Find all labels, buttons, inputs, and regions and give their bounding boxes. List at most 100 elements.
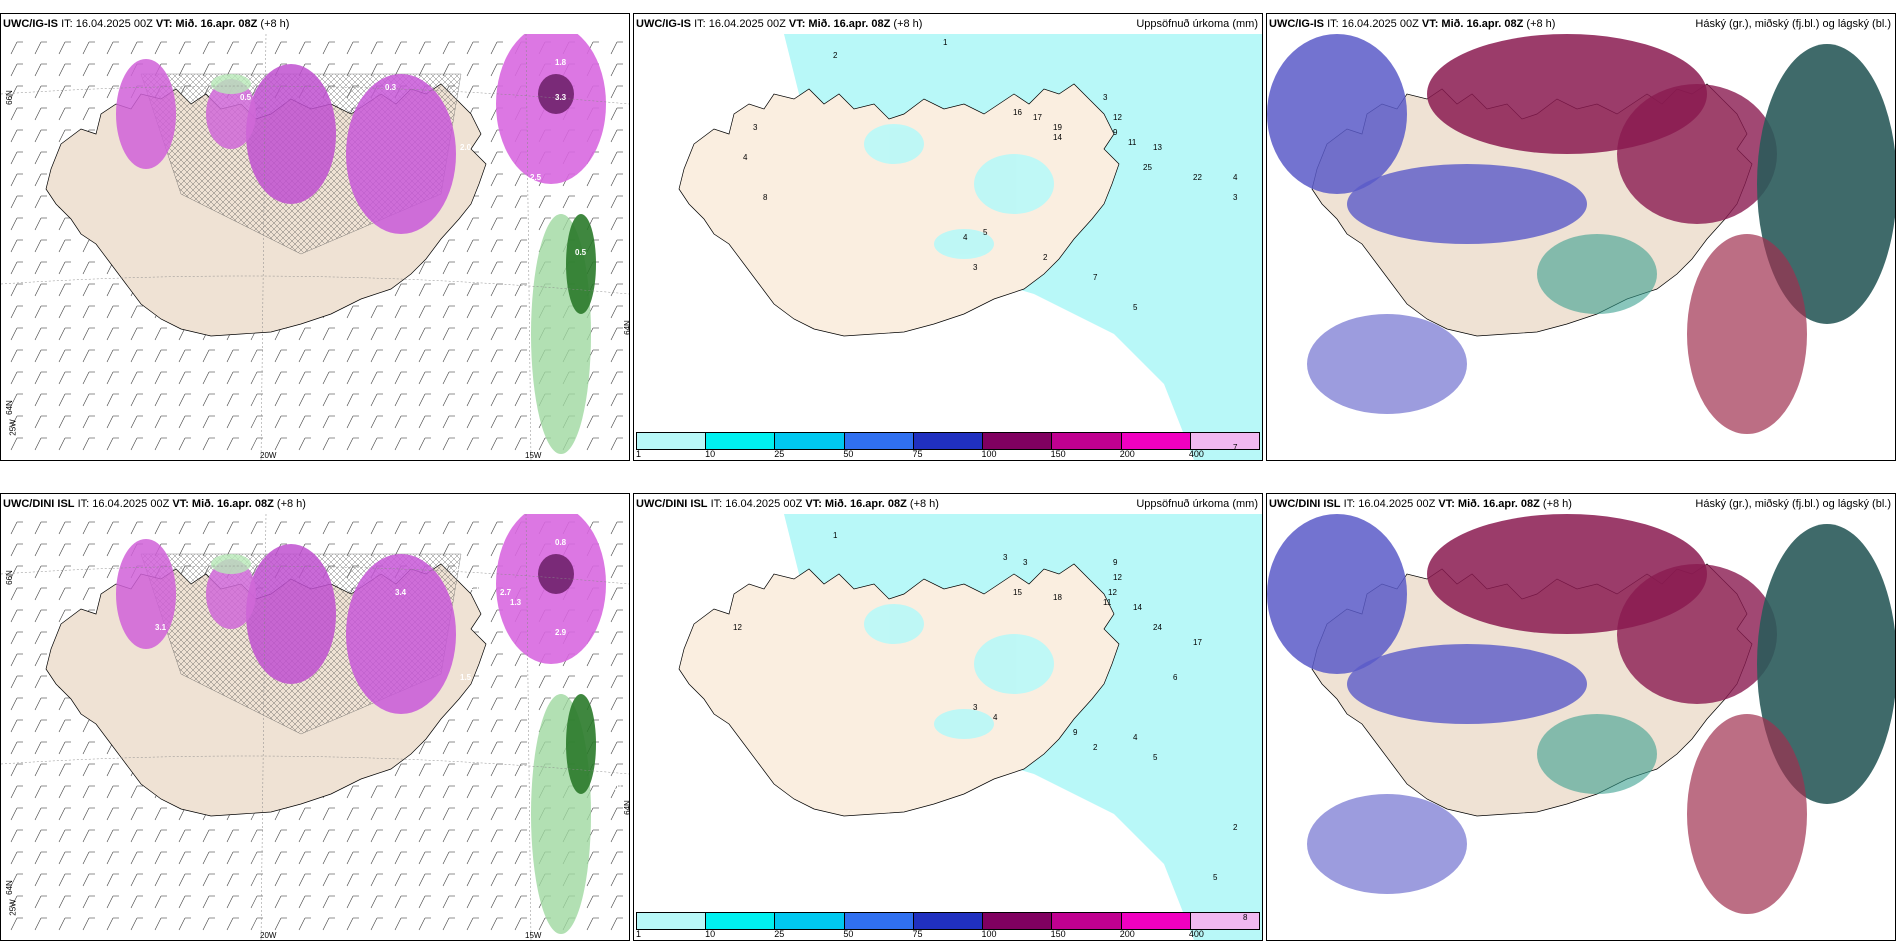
panel-field-title: Uppsöfnuð úrkoma (mm): [1136, 498, 1258, 510]
lon-label: 20W: [260, 931, 277, 940]
snow-depth-value: 1.3: [510, 598, 522, 607]
precip-value: 16: [1013, 108, 1022, 117]
precip-magenta: [116, 514, 606, 714]
grid-lines: [1, 34, 629, 460]
precip-value: 2: [1043, 253, 1048, 262]
precip-value: 2: [833, 51, 838, 60]
cloud-layers: [1267, 514, 1895, 914]
precip-value: 4: [743, 153, 748, 162]
map-precipitation: [634, 34, 1262, 460]
precip-value: 12: [1108, 588, 1117, 597]
snow-depth-value: 3.1: [155, 623, 167, 632]
precip-value: 5: [1153, 753, 1158, 762]
snow-depth-value: 2.0: [460, 143, 472, 152]
snow-depth-value: 0.3: [385, 83, 397, 92]
precip-value: 3: [1003, 553, 1008, 562]
lon-label: 25W: [8, 899, 18, 916]
panel-header: UWC/IG-IS IT: 16.04.2025 00Z VT: Mið. 16…: [1269, 16, 1893, 32]
precip-value: 8: [763, 193, 768, 202]
legend-tick: 400: [1188, 449, 1204, 459]
legend-tick: 200: [1119, 929, 1135, 939]
map-panel: UWC/IG-IS IT: 16.04.2025 00Z VT: Mið. 16…: [633, 13, 1263, 461]
precip-value: 7: [1233, 443, 1238, 452]
snow-depth-value: 2.3: [480, 143, 492, 152]
precip-value: 1: [943, 38, 948, 47]
precip-value: 3: [1103, 93, 1108, 102]
legend-tick: 10: [705, 449, 716, 459]
lat-label: 66N: [4, 90, 14, 105]
lat-label: 64N: [622, 320, 632, 335]
snow-depth-value: 2.9: [555, 628, 567, 637]
precip-value: 5: [1133, 303, 1138, 312]
lead-time: (+8 h): [893, 18, 923, 30]
lead-time: (+8 h): [276, 498, 306, 510]
precip-magenta: [116, 34, 606, 234]
precip-green: [211, 554, 596, 934]
valid-time: VT: Mið. 16.apr. 08Z: [155, 18, 258, 30]
land-precip-patches: [864, 124, 1054, 259]
lon-label: 25W: [8, 419, 18, 436]
precip-value: 13: [1153, 143, 1162, 152]
valid-time: VT: Mið. 16.apr. 08Z: [1438, 498, 1540, 510]
snow-depth-value: 1.8: [555, 58, 567, 67]
precip-legend: 1 10 25 50 75 100 150 200 400: [634, 910, 1262, 940]
valid-time: VT: Mið. 16.apr. 08Z: [805, 498, 907, 510]
precip-value: 3: [753, 123, 758, 132]
legend-tick: 10: [705, 929, 716, 939]
map-clouds: [1267, 514, 1895, 940]
legend-tick: 150: [1050, 449, 1066, 459]
snow-depth-value: 2.5: [530, 173, 542, 182]
panel-field-title: Háský (gr.), miðský (fj.bl.) og lágský (…: [1695, 18, 1891, 30]
precip-value: 9: [1113, 128, 1118, 137]
legend-tick: 150: [1050, 929, 1066, 939]
precip-legend: 1 10 25 50 75 100 150 200 400: [634, 430, 1262, 460]
snow-depth-value: 1.5: [460, 673, 472, 682]
precip-value: 11: [1103, 598, 1112, 607]
panel-header: UWC/DINI ISL IT: 16.04.2025 00Z VT: Mið.…: [3, 496, 627, 512]
lon-label: 15W: [525, 451, 542, 460]
model-name: UWC/DINI ISL: [3, 498, 75, 510]
precip-value: 6: [1173, 673, 1178, 682]
precip-value: 2: [1233, 823, 1238, 832]
legend-tick: 100: [981, 929, 997, 939]
panel-header: UWC/DINI ISL IT: 16.04.2025 00Z VT: Mið.…: [636, 496, 1260, 512]
lon-label: 20W: [260, 451, 277, 460]
model-name: UWC/IG-IS: [636, 18, 691, 30]
precip-value: 25: [1143, 163, 1152, 172]
precip-value: 9: [1113, 558, 1118, 567]
snow-depth-value: 3.4: [395, 588, 407, 597]
precip-value: 12: [733, 623, 742, 632]
legend-tick: 75: [912, 929, 923, 939]
legend-tick: 400: [1188, 929, 1204, 939]
precip-value: 5: [983, 228, 988, 237]
panel-header: UWC/DINI ISL IT: 16.04.2025 00Z VT: Mið.…: [1269, 496, 1893, 512]
grid-lines: [1, 514, 629, 940]
legend-tick: 1: [636, 929, 642, 939]
init-time: IT: 16.04.2025 00Z: [1327, 18, 1419, 30]
model-name: UWC/DINI ISL: [636, 498, 708, 510]
map-panel: UWC/DINI ISL IT: 16.04.2025 00Z VT: Mið.…: [633, 493, 1263, 941]
land-precip-patches: [864, 604, 1054, 739]
precip-value: 17: [1033, 113, 1042, 122]
lat-label: 64N: [4, 880, 14, 895]
precip-value: 7: [1093, 273, 1098, 282]
cloud-layers: [1267, 34, 1895, 434]
map-panel: UWC/DINI ISL IT: 16.04.2025 00Z VT: Mið.…: [1266, 493, 1896, 941]
snow-depth-value: 3.3: [555, 93, 567, 102]
snow-depth-value: 1.6: [455, 563, 467, 572]
precip-value: 3: [973, 263, 978, 272]
iceland-landmass: [678, 563, 1120, 817]
precip-value: 19: [1053, 123, 1062, 132]
precip-value: 12: [1113, 113, 1122, 122]
snow-depth-value: 0.5: [575, 248, 587, 257]
model-name: UWC/DINI ISL: [1269, 498, 1341, 510]
map-windfield: [1, 34, 629, 460]
snow-depth-value: 0.9: [600, 213, 612, 222]
precip-value: 4: [1233, 173, 1238, 182]
legend-tick: 100: [981, 449, 997, 459]
lon-label: 15W: [525, 931, 542, 940]
valid-time: VT: Mið. 16.apr. 08Z: [788, 18, 891, 30]
precip-value: 15: [1013, 588, 1022, 597]
snow-depth-value: 0.5: [240, 93, 252, 102]
snow-depth-value: 2.8: [490, 163, 502, 172]
